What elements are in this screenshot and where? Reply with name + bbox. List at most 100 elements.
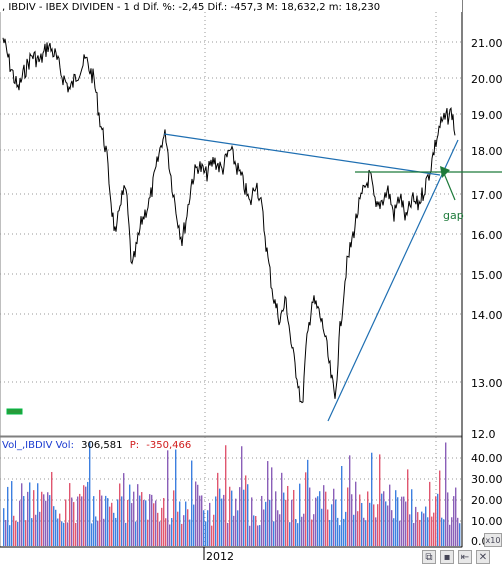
volume-bar	[79, 493, 81, 546]
layers-icon[interactable]: ⧉	[422, 550, 436, 564]
volume-bar	[205, 521, 207, 546]
price-label: 14.00	[471, 309, 502, 322]
volume-bar	[447, 492, 449, 546]
volume-bar	[225, 445, 227, 546]
volume-bar	[297, 523, 299, 546]
close-icon[interactable]: ✕	[476, 550, 490, 564]
volume-bar	[23, 496, 25, 546]
volume-bar	[235, 498, 237, 546]
volume-bar	[31, 518, 33, 546]
volume-bar	[99, 489, 101, 546]
volume-bar	[339, 525, 341, 546]
save-icon[interactable]: ▪	[440, 550, 454, 564]
volume-bar	[11, 481, 13, 546]
volume-bar	[369, 502, 371, 546]
volume-bar	[77, 496, 79, 546]
volume-axis-label: 40.00	[471, 452, 502, 465]
price-panel[interactable]	[0, 0, 463, 437]
price-label: 18.00	[471, 145, 502, 158]
volume-bar	[107, 498, 109, 546]
support-trendline[interactable]	[327, 139, 459, 422]
volume-bar	[55, 509, 57, 546]
volume-bar	[167, 450, 169, 546]
volume-bar	[443, 519, 445, 546]
volume-bar	[441, 517, 443, 546]
volume-bar	[385, 501, 387, 546]
volume-bar	[143, 499, 145, 546]
volume-bar	[377, 504, 379, 546]
volume-bar	[459, 523, 461, 546]
volume-bar	[109, 506, 111, 546]
expand-icon[interactable]: ⇤	[458, 550, 472, 564]
volume-bar	[411, 489, 413, 546]
volume-bar	[347, 487, 349, 546]
volume-bar	[271, 467, 273, 546]
volume-bar	[195, 481, 197, 546]
price-label: 21.00	[471, 37, 502, 50]
volume-bar	[401, 496, 403, 546]
price-series-line	[2, 37, 456, 404]
volume-bar	[93, 496, 95, 546]
volume-bar	[403, 496, 405, 546]
volume-bar	[35, 514, 37, 546]
volume-bar	[445, 442, 447, 546]
volume-bar	[433, 512, 435, 546]
volume-bar	[289, 522, 291, 546]
volume-bar	[395, 490, 397, 546]
volume-bar	[341, 466, 343, 546]
volume-label-p-value: -350,466	[146, 440, 191, 451]
volume-bar	[389, 484, 391, 546]
volume-bar	[105, 495, 107, 546]
volume-bar	[213, 514, 215, 546]
volume-bar	[63, 522, 65, 546]
volume-bar	[127, 499, 129, 546]
volume-bar	[193, 504, 195, 546]
volume-bar	[81, 496, 83, 546]
volume-bar	[305, 472, 307, 546]
volume-bar	[29, 482, 31, 546]
volume-bar	[145, 500, 147, 546]
volume-bar	[115, 517, 117, 546]
volume-bar	[227, 522, 229, 546]
volume-bar	[113, 512, 115, 546]
volume-bar	[97, 520, 99, 546]
volume-bar	[49, 495, 51, 546]
volume-bar	[291, 499, 293, 546]
volume-bar	[199, 495, 201, 546]
volume-bar	[133, 491, 135, 546]
volume-bar	[363, 517, 365, 546]
volume-bar	[67, 522, 69, 546]
volume-bar	[415, 506, 417, 546]
volume-bar	[407, 469, 409, 546]
volume-bar	[15, 520, 17, 546]
volume-bar	[139, 495, 141, 546]
volume-bar	[277, 510, 279, 546]
volume-bar	[131, 503, 133, 546]
volume-bar	[335, 499, 337, 546]
volume-bar	[371, 452, 373, 546]
volume-bar	[337, 517, 339, 546]
volume-bar	[301, 516, 303, 546]
price-label: 16.00	[471, 229, 502, 242]
volume-bar	[409, 514, 411, 546]
volume-bar	[69, 483, 71, 546]
volume-bar	[209, 502, 211, 546]
volume-bar	[375, 517, 377, 546]
volume-bar	[59, 513, 61, 546]
volume-bar	[283, 492, 285, 546]
resistance-trendline[interactable]	[163, 133, 441, 176]
volume-bar	[365, 520, 367, 546]
volume-bar	[299, 483, 301, 546]
header-bg	[0, 0, 462, 12]
volume-bar	[293, 489, 295, 546]
volume-bar	[295, 519, 297, 546]
volume-bar	[221, 498, 223, 546]
volume-label-p: P:	[130, 440, 139, 451]
volume-bar	[249, 525, 251, 546]
volume-bar	[123, 473, 125, 546]
zoom-multiplier[interactable]: x10	[484, 533, 502, 547]
volume-label-name: Vol_,IBDIV Vol:	[2, 440, 74, 451]
volume-bar	[65, 499, 67, 546]
